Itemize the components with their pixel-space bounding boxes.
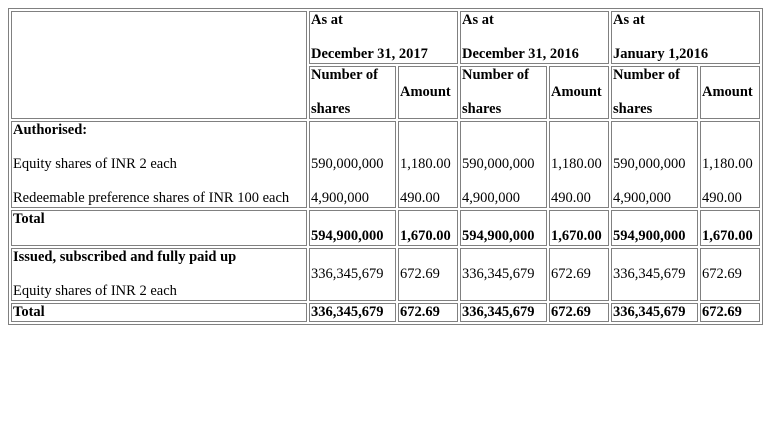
- col-header-amount: Amount: [549, 66, 609, 119]
- authorised-total-row: Total 594,900,000 1,670.00 594,900,000 1…: [11, 210, 760, 246]
- preference-shares-value: 4,900,000: [462, 190, 520, 206]
- period-label-line1: As at: [462, 12, 494, 28]
- authorised-amount-jan2016: 1,180.00 490.00: [700, 121, 760, 208]
- issued-amount-2016: 672.69: [549, 248, 609, 301]
- issued-amount-jan2016: 672.69: [700, 248, 760, 301]
- authorised-amount-2017: 1,180.00 490.00: [398, 121, 458, 208]
- period-header-2017: As at December 31, 2017: [309, 11, 458, 64]
- equity-shares-value: 590,000,000: [462, 156, 535, 172]
- authorised-label-cell: Authorised: Equity shares of INR 2 each …: [11, 121, 307, 208]
- preference-amount-value: 490.00: [551, 190, 591, 206]
- period-header-jan2016: As at January 1,2016: [611, 11, 760, 64]
- share-capital-table-wrapper: As at December 31, 2017 As at December 3…: [8, 8, 763, 325]
- col-header-shares-line1: Number of: [613, 67, 680, 83]
- total-amount-jan2016: 1,670.00: [700, 210, 760, 246]
- equity-amount-value: 1,180.00: [551, 156, 602, 172]
- period-header-2016: As at December 31, 2016: [460, 11, 609, 64]
- total-shares-jan2016: 336,345,679: [611, 303, 698, 322]
- equity-shares-value: 590,000,000: [311, 156, 384, 172]
- authorised-row: Authorised: Equity shares of INR 2 each …: [11, 121, 760, 208]
- preference-amount-value: 490.00: [702, 190, 742, 206]
- total-amount-2016: 1,670.00: [549, 210, 609, 246]
- preference-amount-value: 490.00: [400, 190, 440, 206]
- total-amount-2016: 672.69: [549, 303, 609, 322]
- total-shares-jan2016: 594,900,000: [611, 210, 698, 246]
- preference-shares-value: 4,900,000: [311, 190, 369, 206]
- authorised-amount-2016: 1,180.00 490.00: [549, 121, 609, 208]
- period-date: January 1,2016: [613, 46, 709, 62]
- total-shares-2017: 594,900,000: [309, 210, 396, 246]
- issued-row: Issued, subscribed and fully paid up Equ…: [11, 248, 760, 301]
- total-shares-2016: 594,900,000: [460, 210, 547, 246]
- col-header-shares-line2: shares: [613, 101, 653, 117]
- col-header-shares: Number of shares: [460, 66, 547, 119]
- header-blank-cell: [11, 11, 307, 119]
- col-header-shares: Number of shares: [611, 66, 698, 119]
- issued-shares-jan2016: 336,345,679: [611, 248, 698, 301]
- issued-equity-label: Equity shares of INR 2 each: [13, 283, 177, 299]
- col-header-shares-line2: shares: [311, 101, 351, 117]
- total-label: Total: [11, 210, 307, 246]
- authorised-preference-label: Redeemable preference shares of INR 100 …: [13, 190, 290, 206]
- equity-amount-value: 1,180.00: [702, 156, 753, 172]
- col-header-shares-line1: Number of: [311, 67, 378, 83]
- issued-shares-2016: 336,345,679: [460, 248, 547, 301]
- col-header-shares: Number of shares: [309, 66, 396, 119]
- authorised-heading: Authorised:: [13, 122, 88, 138]
- authorised-equity-label: Equity shares of INR 2 each: [13, 156, 177, 172]
- preference-shares-value: 4,900,000: [613, 190, 671, 206]
- total-shares-2016: 336,345,679: [460, 303, 547, 322]
- header-row-periods: As at December 31, 2017 As at December 3…: [11, 11, 760, 119]
- header-row-columns: Number of shares Amount Number of shares…: [11, 66, 760, 119]
- col-header-amount: Amount: [398, 66, 458, 119]
- total-amount-2017: 1,670.00: [398, 210, 458, 246]
- issued-amount-2017: 672.69: [398, 248, 458, 301]
- period-label-line1: As at: [613, 12, 645, 28]
- equity-amount-value: 1,180.00: [400, 156, 451, 172]
- total-label-text: Total: [13, 211, 45, 227]
- issued-shares-2017: 336,345,679: [309, 248, 396, 301]
- period-date: December 31, 2016: [462, 46, 579, 62]
- authorised-shares-2016: 590,000,000 4,900,000: [460, 121, 547, 208]
- issued-heading: Issued, subscribed and fully paid up: [13, 249, 237, 265]
- period-date: December 31, 2017: [311, 46, 428, 62]
- total-label: Total: [11, 303, 307, 322]
- share-capital-table: As at December 31, 2017 As at December 3…: [8, 8, 763, 325]
- issued-total-row: Total 336,345,679 672.69 336,345,679 672…: [11, 303, 760, 322]
- issued-label-cell: Issued, subscribed and fully paid up Equ…: [11, 248, 307, 301]
- col-header-shares-line1: Number of: [462, 67, 529, 83]
- authorised-shares-jan2016: 590,000,000 4,900,000: [611, 121, 698, 208]
- equity-shares-value: 590,000,000: [613, 156, 686, 172]
- col-header-amount: Amount: [700, 66, 760, 119]
- total-shares-2017: 336,345,679: [309, 303, 396, 322]
- col-header-shares-line2: shares: [462, 101, 502, 117]
- total-amount-jan2016: 672.69: [700, 303, 760, 322]
- total-amount-2017: 672.69: [398, 303, 458, 322]
- authorised-shares-2017: 590,000,000 4,900,000: [309, 121, 396, 208]
- period-label-line1: As at: [311, 12, 343, 28]
